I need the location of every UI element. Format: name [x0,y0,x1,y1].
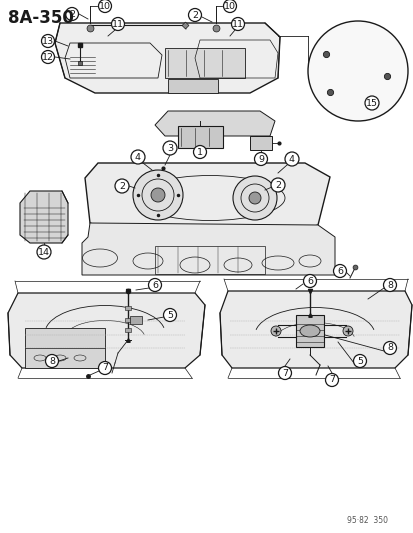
Circle shape [303,274,316,287]
Text: 2: 2 [192,11,197,20]
Text: 2: 2 [69,10,75,19]
Text: 7: 7 [102,364,108,373]
Polygon shape [154,111,274,136]
Text: 95·82  350: 95·82 350 [346,516,387,525]
Text: 7: 7 [281,368,287,377]
Circle shape [163,141,177,155]
Circle shape [45,354,58,367]
Text: 12: 12 [42,52,54,61]
Circle shape [131,150,145,164]
Circle shape [111,18,124,30]
Polygon shape [20,191,68,243]
Text: 7: 7 [328,376,334,384]
Circle shape [233,176,276,220]
Ellipse shape [299,325,319,337]
Circle shape [342,326,352,336]
Circle shape [41,51,55,63]
Polygon shape [55,23,279,93]
Text: 11: 11 [112,20,124,28]
Text: 3: 3 [166,143,173,152]
Text: 8: 8 [49,357,55,366]
Circle shape [41,35,55,47]
Polygon shape [8,293,204,368]
Circle shape [133,170,183,220]
Circle shape [248,192,260,204]
Text: 5: 5 [356,357,362,366]
Text: 13: 13 [42,36,54,45]
Bar [25,328,105,368]
Bar [130,316,142,324]
Text: 11: 11 [231,20,243,28]
Circle shape [307,21,407,121]
Circle shape [193,146,206,158]
Circle shape [37,245,51,259]
Bar [178,126,223,148]
Bar [125,318,131,322]
Text: 8A-350: 8A-350 [8,9,74,27]
Circle shape [284,152,298,166]
Bar [249,136,271,150]
Bar [154,246,264,274]
Polygon shape [85,163,329,238]
Bar [125,328,131,332]
Bar [295,315,323,347]
Text: 15: 15 [365,99,377,108]
Bar [165,48,244,78]
Circle shape [364,96,378,110]
Text: 2: 2 [274,181,280,190]
Bar [125,306,131,310]
Circle shape [254,152,267,166]
Text: 4: 4 [135,152,141,161]
Circle shape [115,179,129,193]
Text: 1: 1 [197,148,202,157]
Circle shape [231,18,244,30]
Text: 6: 6 [336,266,342,276]
Circle shape [271,326,280,336]
Circle shape [98,361,111,375]
Bar [168,79,218,93]
Circle shape [333,264,346,278]
Circle shape [223,0,236,12]
Circle shape [325,374,338,386]
Circle shape [271,178,284,192]
Circle shape [65,7,78,20]
Text: 8: 8 [386,343,392,352]
Text: 4: 4 [288,155,294,164]
Text: 6: 6 [306,277,312,286]
Polygon shape [82,223,334,275]
Text: 6: 6 [152,280,158,289]
Circle shape [151,188,165,202]
Text: 2: 2 [119,182,125,190]
Circle shape [382,279,396,292]
Circle shape [382,342,396,354]
Circle shape [148,279,161,292]
Polygon shape [219,291,411,368]
Text: 14: 14 [38,247,50,256]
Circle shape [278,367,291,379]
Circle shape [98,0,111,12]
Text: 9: 9 [257,155,263,164]
Circle shape [188,9,201,21]
Circle shape [163,309,176,321]
Text: 10: 10 [99,2,111,11]
Text: 5: 5 [166,311,173,319]
Text: 8: 8 [386,280,392,289]
Text: 10: 10 [223,2,235,11]
Circle shape [353,354,366,367]
